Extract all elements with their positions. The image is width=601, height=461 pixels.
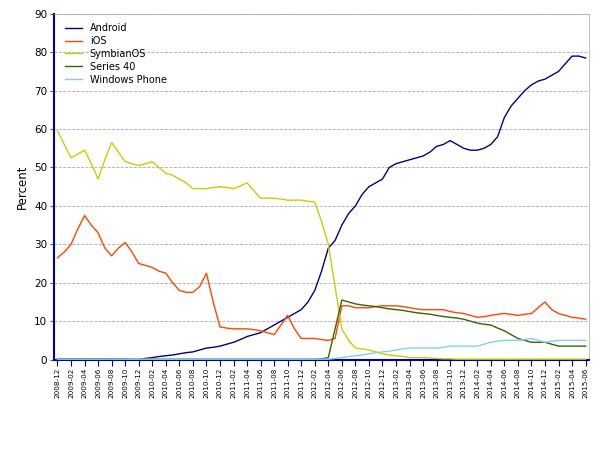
Line: SymbianOS: SymbianOS bbox=[58, 131, 585, 359]
Android bbox=[569, 53, 576, 59]
Windows Phone bbox=[196, 356, 203, 362]
iOS bbox=[203, 270, 210, 276]
iOS bbox=[372, 304, 379, 309]
Android bbox=[447, 138, 454, 143]
Line: Series 40: Series 40 bbox=[58, 300, 585, 359]
Line: Android: Android bbox=[58, 56, 585, 360]
SymbianOS bbox=[264, 195, 271, 201]
Windows Phone bbox=[582, 337, 589, 343]
Android bbox=[54, 356, 61, 362]
Series 40 bbox=[365, 303, 373, 308]
Android bbox=[129, 357, 136, 362]
Android bbox=[203, 345, 210, 351]
iOS bbox=[582, 317, 589, 322]
SymbianOS bbox=[196, 186, 203, 191]
Legend: Android, iOS, SymbianOS, Series 40, Windows Phone: Android, iOS, SymbianOS, Series 40, Wind… bbox=[62, 20, 169, 88]
SymbianOS bbox=[582, 356, 589, 362]
iOS bbox=[277, 322, 284, 328]
Windows Phone bbox=[183, 356, 190, 362]
iOS bbox=[54, 255, 61, 260]
Series 40 bbox=[270, 356, 278, 362]
SymbianOS bbox=[453, 356, 460, 362]
Android bbox=[277, 319, 284, 324]
iOS bbox=[189, 290, 197, 295]
iOS bbox=[270, 332, 278, 337]
Series 40 bbox=[196, 356, 203, 362]
Series 40 bbox=[582, 343, 589, 349]
Line: iOS: iOS bbox=[58, 216, 585, 340]
Y-axis label: Percent: Percent bbox=[16, 165, 28, 209]
Series 40 bbox=[338, 297, 346, 303]
iOS bbox=[325, 337, 332, 343]
SymbianOS bbox=[270, 195, 278, 201]
Android bbox=[582, 55, 589, 61]
Windows Phone bbox=[359, 352, 366, 358]
Android bbox=[365, 184, 373, 189]
SymbianOS bbox=[54, 128, 61, 134]
iOS bbox=[81, 213, 88, 219]
SymbianOS bbox=[440, 356, 447, 361]
Windows Phone bbox=[270, 356, 278, 362]
SymbianOS bbox=[359, 346, 366, 352]
Windows Phone bbox=[528, 336, 535, 341]
Line: Windows Phone: Windows Phone bbox=[58, 338, 585, 359]
Series 40 bbox=[54, 356, 61, 362]
SymbianOS bbox=[183, 180, 190, 186]
Series 40 bbox=[183, 356, 190, 362]
iOS bbox=[453, 310, 460, 315]
Series 40 bbox=[264, 356, 271, 362]
Windows Phone bbox=[440, 344, 447, 350]
Windows Phone bbox=[264, 356, 271, 362]
Windows Phone bbox=[54, 356, 61, 362]
Android bbox=[270, 322, 278, 328]
Android bbox=[189, 349, 197, 355]
Series 40 bbox=[447, 314, 454, 320]
